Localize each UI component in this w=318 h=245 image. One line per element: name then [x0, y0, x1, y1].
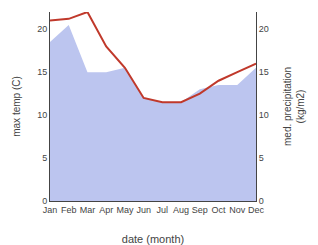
svg-text:Apr: Apr [99, 205, 113, 215]
svg-text:Jan: Jan [43, 205, 58, 215]
svg-text:Jun: Jun [136, 205, 151, 215]
svg-text:Jul: Jul [157, 205, 169, 215]
svg-text:May: May [116, 205, 134, 215]
svg-text:Sep: Sep [192, 205, 208, 215]
svg-text:20: 20 [259, 24, 269, 34]
svg-text:Feb: Feb [61, 205, 77, 215]
svg-text:Oct: Oct [212, 205, 227, 215]
svg-text:Dec: Dec [248, 205, 265, 215]
svg-text:20: 20 [37, 24, 47, 34]
svg-text:10: 10 [259, 110, 269, 120]
svg-text:0: 0 [42, 196, 47, 206]
svg-text:0: 0 [259, 196, 264, 206]
svg-text:15: 15 [37, 67, 47, 77]
svg-text:med. precipitation(kg/m2): med. precipitation(kg/m2) [282, 67, 306, 146]
svg-text:Nov: Nov [229, 205, 246, 215]
svg-text:5: 5 [42, 153, 47, 163]
svg-text:15: 15 [259, 67, 269, 77]
svg-text:max temp (C): max temp (C) [11, 76, 22, 137]
svg-text:5: 5 [259, 153, 264, 163]
svg-text:Aug: Aug [173, 205, 189, 215]
svg-text:Mar: Mar [80, 205, 96, 215]
svg-text:10: 10 [37, 110, 47, 120]
svg-text:date (month): date (month) [122, 233, 184, 245]
